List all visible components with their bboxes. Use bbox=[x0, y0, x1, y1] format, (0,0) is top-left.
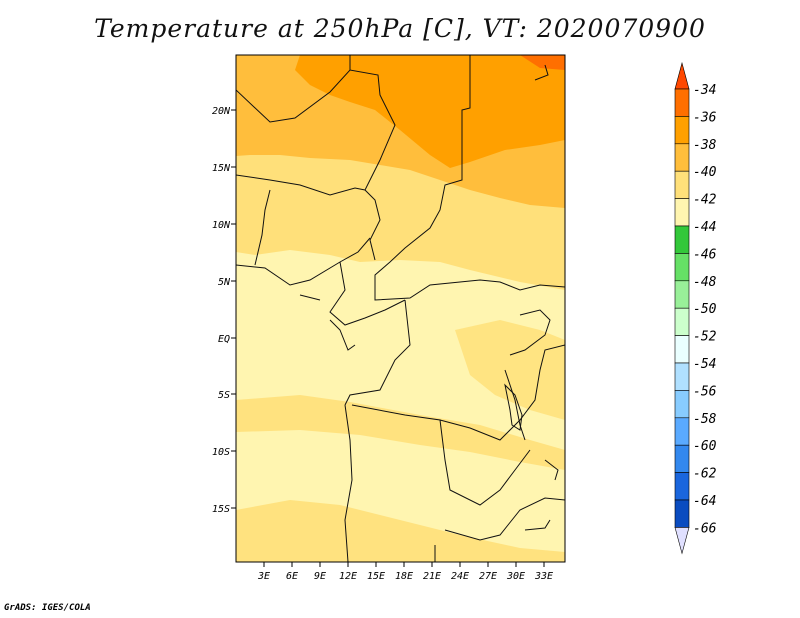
colorbar-label: -54 bbox=[693, 357, 716, 372]
lat-label: 10N bbox=[212, 220, 231, 231]
colorbar-label: -64 bbox=[693, 494, 716, 509]
map-frame bbox=[235, 54, 566, 563]
colorbar-label: -38 bbox=[693, 138, 717, 153]
lon-label: 15E bbox=[367, 571, 385, 582]
colorbar-swatch bbox=[674, 417, 690, 446]
colorbar-swatch bbox=[674, 116, 690, 145]
colorbar-label: -52 bbox=[693, 330, 717, 345]
lon-label: 6E bbox=[286, 571, 298, 582]
colorbar-label: -62 bbox=[693, 467, 717, 482]
lon-label: 33E bbox=[534, 571, 553, 582]
band-south-1 bbox=[236, 395, 565, 470]
colorbar-swatch bbox=[674, 280, 690, 309]
band-minus36 bbox=[520, 55, 565, 70]
colorbar: -34 -36 -38 -40 -42 -44 -46 -48 -50 -52 -54 -56 -58 -… bbox=[674, 61, 717, 555]
lat-label: 15N bbox=[212, 163, 231, 174]
lon-axis: 3E 6E 9E 12E 15E 18E 21E 24E 27E 30E 33E bbox=[257, 562, 553, 582]
colorbar-label: -36 bbox=[693, 110, 717, 125]
lon-label: 12E bbox=[339, 571, 357, 582]
colorbar-label: -48 bbox=[693, 275, 717, 290]
colorbar-swatch bbox=[674, 198, 690, 227]
colorbar-swatch bbox=[674, 143, 690, 172]
country-borders bbox=[236, 55, 565, 562]
colorbar-swatch bbox=[674, 362, 690, 391]
colorbar-swatch bbox=[674, 499, 690, 528]
credit-text: GrADS: IGES/COLA bbox=[4, 603, 91, 613]
colorbar-swatch bbox=[674, 170, 690, 199]
lon-label: 3E bbox=[257, 571, 270, 582]
colorbar-swatch bbox=[674, 472, 690, 501]
map-title: Temperature at 250hPa [C], VT: 202007090… bbox=[94, 14, 706, 43]
colorbar-label: -46 bbox=[693, 247, 717, 262]
lon-label: 21E bbox=[423, 571, 441, 582]
lat-label: EQ bbox=[218, 334, 230, 345]
colorbar-swatch bbox=[674, 335, 690, 364]
lon-label: 30E bbox=[506, 571, 525, 582]
colorbar-swatch bbox=[674, 253, 690, 282]
temperature-field bbox=[236, 55, 565, 562]
lon-label: 18E bbox=[395, 571, 413, 582]
colorbar-label: -50 bbox=[693, 302, 717, 317]
colorbar-swatch bbox=[674, 225, 690, 254]
band-south-2 bbox=[236, 500, 565, 562]
lat-label: 5S bbox=[218, 390, 230, 401]
colorbar-label: -58 bbox=[693, 412, 717, 427]
colorbar-label: -66 bbox=[693, 521, 717, 536]
lon-label: 9E bbox=[314, 571, 326, 582]
colorbar-swatch bbox=[674, 307, 690, 336]
colorbar-swatch bbox=[674, 444, 690, 473]
lat-label: 10S bbox=[212, 447, 230, 458]
lat-label: 5N bbox=[218, 277, 231, 288]
band-east bbox=[455, 320, 565, 420]
colorbar-top-arrow bbox=[674, 61, 690, 90]
colorbar-swatch bbox=[674, 390, 690, 419]
colorbar-bottom-arrow bbox=[674, 527, 690, 555]
lon-label: 24E bbox=[451, 571, 469, 582]
lon-label: 27E bbox=[479, 571, 497, 582]
colorbar-swatch bbox=[674, 88, 690, 117]
colorbar-label: -44 bbox=[693, 220, 716, 235]
lat-label: 20N bbox=[212, 106, 231, 117]
lat-label: 15S bbox=[212, 504, 230, 515]
colorbar-label: -42 bbox=[693, 193, 717, 208]
lat-axis: 20N 15N 10N 5N EQ 5S 10S 15S bbox=[212, 106, 236, 515]
band-minus38 bbox=[295, 55, 565, 168]
colorbar-label: -40 bbox=[693, 165, 717, 180]
colorbar-label: -34 bbox=[693, 83, 716, 98]
colorbar-label: -60 bbox=[693, 439, 717, 454]
colorbar-label: -56 bbox=[693, 384, 717, 399]
